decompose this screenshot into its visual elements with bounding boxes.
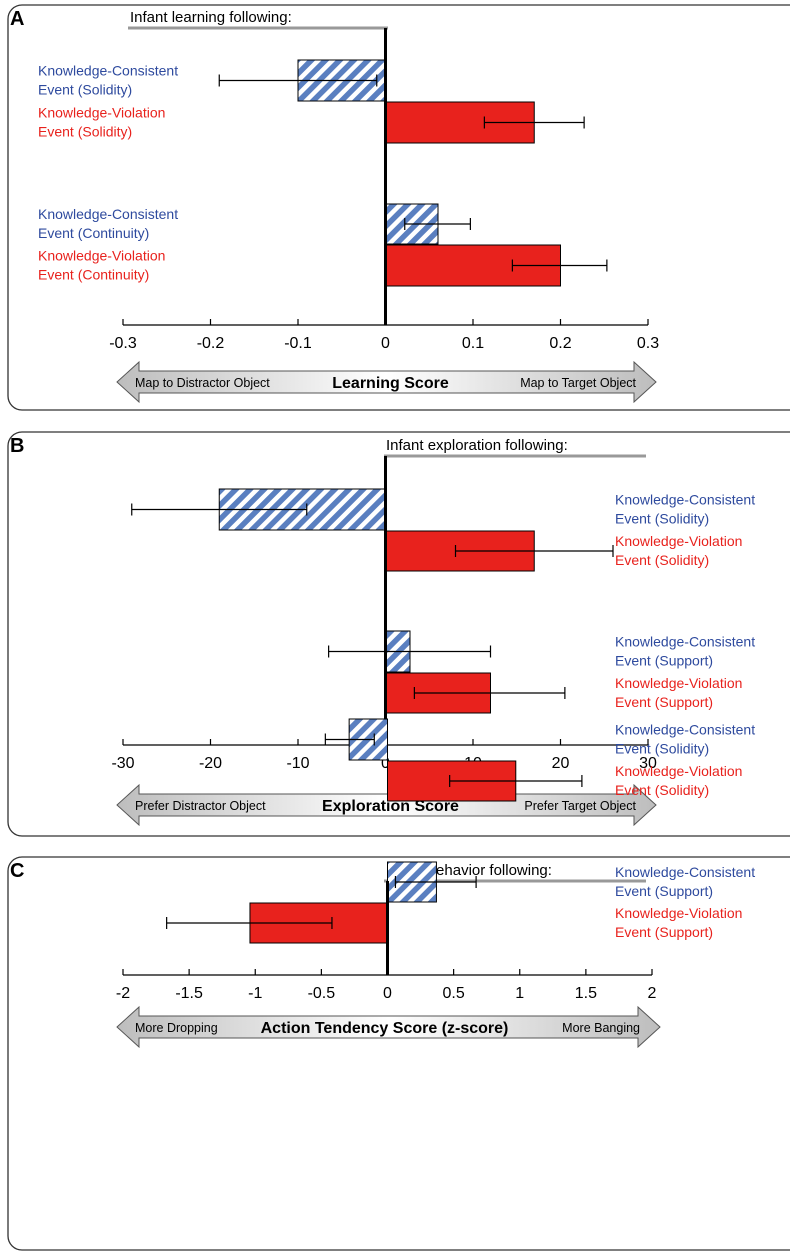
bar-label-line1: Knowledge-Consistent [38,63,178,79]
bar-label-line1: Knowledge-Consistent [615,722,755,738]
bar-label-line1: Knowledge-Consistent [615,864,755,880]
double-arrow [116,360,657,404]
panel-letter: B [10,435,24,457]
bar-label-line1: Knowledge-Consistent [615,634,755,650]
bar-label-line2: Event (Continuity) [38,267,149,283]
bar-label-line2: Event (Continuity) [38,225,149,241]
arrow-left-label: Map to Distractor Object [135,376,270,390]
bar-label: Knowledge-Violation Event (Support) [615,675,742,710]
x-tick-label: -0.5 [308,985,336,1002]
bar-label-line1: Knowledge-Consistent [38,206,178,222]
bar-label: Knowledge-Consistent Event (Continuity) [38,206,178,241]
x-tick-label: -0.1 [284,335,312,352]
x-tick-label: -20 [199,755,222,772]
double-arrow [116,1005,661,1049]
axis-label: Action Tendency Score (z-score) [261,1020,509,1037]
bar-label: Knowledge-Consistent Event (Solidity) [615,722,755,757]
panel-a: A Infant learning following: Knowledge-Con… [7,4,790,411]
panel-frame [7,856,790,1251]
bar-label-line2: Event (Support) [615,924,713,940]
arrow-left-label: More Dropping [135,1021,218,1035]
bar-label: Knowledge-Violation Event (Continuity) [38,248,165,283]
panel-b: B Infant exploration following: Knowledge-… [7,431,790,837]
bar-label-line2: Event (Solidity) [615,741,709,757]
bar-label: Knowledge-Consistent Event (Solidity) [38,63,178,98]
arrow-right-label: Prefer Target Object [524,799,636,813]
bar-label-line1: Knowledge-Consistent [615,492,755,508]
arrow-right-label: More Banging [562,1021,640,1035]
x-tick-label: 30 [639,755,657,772]
bar-label-line2: Event (Support) [615,653,713,669]
axis-label: Learning Score [332,375,449,392]
x-tick-label: 1.5 [575,985,597,1002]
x-tick-label: 0 [383,985,392,1002]
x-tick-label: -0.3 [109,335,137,352]
panel-header: Infant learning following: [130,9,292,26]
axis-label: Exploration Score [322,798,459,815]
bar-label-line2: Event (Solidity) [38,124,132,140]
bar-label-line1: Knowledge-Violation [38,105,165,121]
panel-header: Infant exploration following: [386,437,568,454]
x-tick-label: -30 [111,755,134,772]
panel-frame [7,431,790,837]
bar-label-line1: Knowledge-Violation [615,533,742,549]
bar-label: Knowledge-Violation Event (Solidity) [615,763,742,798]
bar-label: Knowledge-Violation Event (Support) [615,905,742,940]
bar-label: Knowledge-Consistent Event (Support) [615,634,755,669]
double-arrow [116,783,657,827]
bar-label: Knowledge-Consistent Event (Support) [615,864,755,899]
bar-label: Knowledge-Violation Event (Solidity) [38,105,165,140]
bar-label-line2: Event (Solidity) [615,552,709,568]
x-tick-label: 2 [648,985,657,1002]
bar-label: Knowledge-Consistent Event (Solidity) [615,492,755,527]
x-tick-label: -1 [248,985,262,1002]
x-tick-label: 0.1 [462,335,484,352]
x-tick-label: 1 [515,985,524,1002]
x-tick-label: 0.3 [637,335,659,352]
bar-label-line1: Knowledge-Violation [615,675,742,691]
x-tick-label: 0 [381,755,390,772]
panel-letter: A [10,8,24,30]
x-tick-label: 0 [381,335,390,352]
panel-letter: C [10,860,24,882]
panel-frame [7,4,790,411]
arrow-left-label: Prefer Distractor Object [135,799,266,813]
bar-label-line2: Event (Solidity) [615,782,709,798]
x-tick-label: 20 [552,755,570,772]
arrow-right-label: Map to Target Object [520,376,636,390]
bar-label-line2: Event (Support) [615,694,713,710]
bar-label-line1: Knowledge-Violation [38,248,165,264]
x-tick-label: -2 [116,985,130,1002]
x-tick-label: -1.5 [175,985,203,1002]
x-tick-label: 0.5 [443,985,465,1002]
panel-c: C Infant behavior following:Knowledge-Con… [7,718,790,1251]
bar-label-line2: Event (Solidity) [38,82,132,98]
x-tick-label: 0.2 [549,335,571,352]
bar-label-line1: Knowledge-Violation [615,763,742,779]
x-tick-label: -10 [286,755,309,772]
bar-label: Knowledge-Violation Event (Solidity) [615,533,742,568]
bar-label-line1: Knowledge-Violation [615,905,742,921]
bar-label-line2: Event (Solidity) [615,511,709,527]
x-tick-label: -0.2 [197,335,225,352]
bar-label-line2: Event (Support) [615,883,713,899]
